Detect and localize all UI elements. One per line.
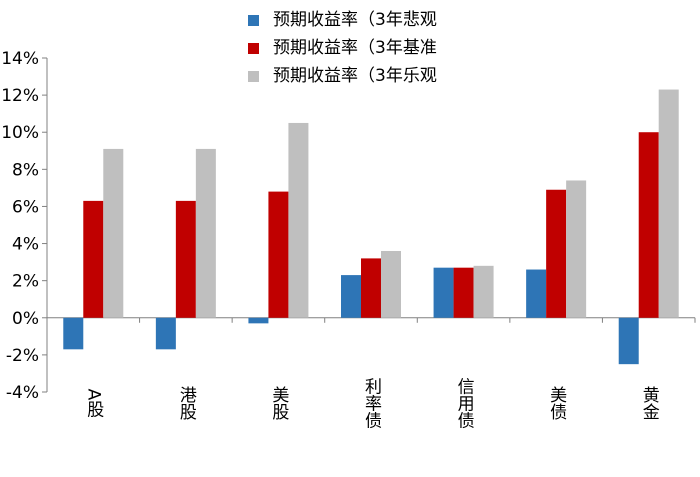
legend-item-optimistic: 预期收益率（3年乐观 [248, 62, 437, 90]
y-tick-label: 0% [12, 309, 39, 329]
y-tick-label: 8% [12, 160, 39, 180]
legend-label-optimistic: 预期收益率（3年乐观 [273, 66, 437, 86]
bar [381, 250, 401, 318]
bar [638, 132, 659, 318]
y-tick-label: -2% [6, 346, 39, 366]
bar [268, 191, 289, 318]
bar [526, 269, 547, 318]
bar [433, 267, 454, 318]
legend-label-baseline: 预期收益率（3年基准 [273, 38, 437, 58]
legend-swatch-optimistic [248, 70, 259, 82]
bar [175, 200, 196, 318]
x-category-label: 利率债 [361, 377, 382, 428]
bar [195, 148, 216, 318]
legend-item-baseline: 预期收益率（3年基准 [248, 34, 437, 62]
legend-label-pessimistic: 预期收益率（3年悲观 [273, 10, 437, 30]
bar [566, 180, 587, 318]
x-category-label: 黄金 [639, 386, 660, 420]
legend: 预期收益率（3年悲观 预期收益率（3年基准 预期收益率（3年乐观 [248, 6, 437, 90]
bar [453, 267, 474, 318]
y-tick-label: 14% [1, 49, 39, 69]
y-tick-label: 6% [12, 197, 39, 217]
y-tick-label: 12% [1, 86, 39, 106]
bar [248, 317, 269, 324]
bar [658, 89, 679, 318]
bar [63, 317, 84, 350]
y-tick-label: 2% [12, 272, 39, 292]
legend-item-pessimistic: 预期收益率（3年悲观 [248, 6, 437, 34]
x-category-label: 信用债 [454, 377, 475, 428]
x-category-label: 美股 [268, 386, 289, 421]
bar [473, 265, 494, 318]
bar [361, 258, 381, 318]
legend-swatch-pessimistic [248, 14, 259, 26]
y-tick-label: 4% [12, 235, 39, 255]
legend-swatch-baseline [248, 42, 259, 54]
x-category-label: 美债 [546, 386, 567, 420]
y-tick-label: 10% [1, 123, 39, 143]
bar [618, 317, 639, 365]
bar [155, 317, 176, 350]
x-category-label: 港股 [176, 386, 197, 421]
y-tick-label: -4% [6, 383, 39, 403]
bar [341, 275, 361, 318]
bar [288, 122, 309, 318]
bar [103, 148, 124, 318]
bar [83, 200, 104, 318]
x-category-label: A股 [83, 389, 104, 419]
bar [546, 189, 567, 318]
